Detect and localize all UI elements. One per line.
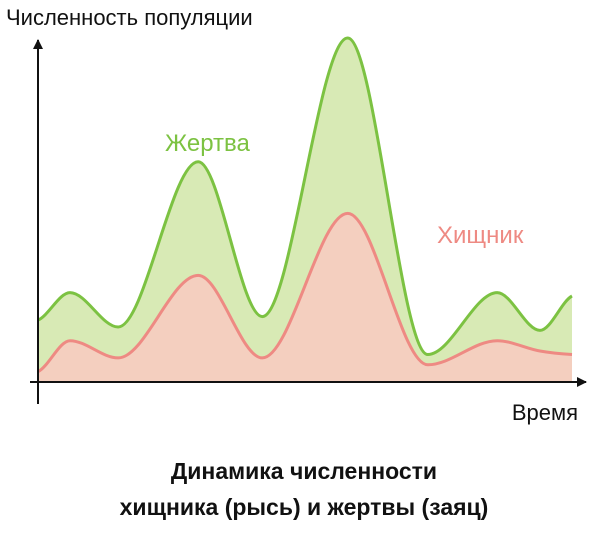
series-label-prey: Жертва: [165, 130, 251, 157]
series-label-predator: Хищник: [437, 222, 524, 249]
x-axis-title: Время: [512, 400, 578, 425]
line-prey: [37, 36, 573, 356]
area-predator: [38, 213, 572, 382]
series-areas: [38, 38, 572, 382]
series-lines: [37, 36, 573, 374]
y-axis-title: Численность популяции: [6, 5, 253, 30]
chart-caption-line-1: Динамика численности: [171, 458, 437, 484]
chart-caption-line-2: хищника (рысь) и жертвы (заяц): [120, 494, 489, 520]
line-predator: [37, 211, 573, 374]
